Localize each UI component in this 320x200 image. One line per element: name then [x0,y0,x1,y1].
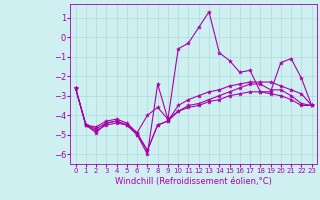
X-axis label: Windchill (Refroidissement éolien,°C): Windchill (Refroidissement éolien,°C) [115,177,272,186]
